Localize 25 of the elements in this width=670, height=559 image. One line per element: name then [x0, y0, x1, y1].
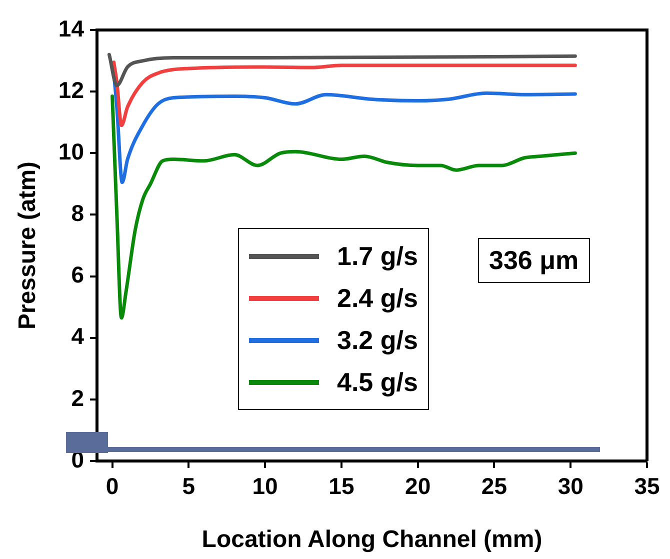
x-tick-label: 10	[252, 473, 278, 500]
x-tick-label: 30	[558, 473, 584, 500]
y-axis-title: Pressure (atm)	[14, 161, 42, 330]
x-axis-title: Location Along Channel (mm)	[202, 526, 542, 554]
y-tick-label: 2	[71, 384, 84, 411]
legend-label: 4.5 g/s	[337, 366, 418, 398]
legend-label: 1.7 g/s	[337, 240, 418, 272]
y-tick-label: 12	[58, 76, 84, 103]
x-tick-label: 15	[328, 473, 354, 500]
x-tick-label: 35	[634, 473, 660, 500]
y-tick-label: 10	[58, 138, 84, 164]
y-tick-label: 6	[71, 262, 84, 288]
line-series	[112, 60, 577, 128]
line-series	[107, 52, 577, 88]
annotation: 336 μm	[478, 238, 590, 283]
line-series	[110, 94, 577, 320]
x-tick-label: 0	[106, 473, 119, 500]
legend-label: 3.2 g/s	[337, 324, 418, 356]
x-tick-label: 25	[481, 473, 508, 500]
y-tick-label: 4	[71, 323, 84, 350]
y-tick-label: 8	[71, 200, 84, 226]
x-tick-label: 20	[405, 473, 431, 500]
y-tick-label: 14	[58, 15, 84, 42]
x-tick-label: 5	[182, 473, 196, 500]
legend-label: 2.4 g/s	[337, 282, 418, 314]
